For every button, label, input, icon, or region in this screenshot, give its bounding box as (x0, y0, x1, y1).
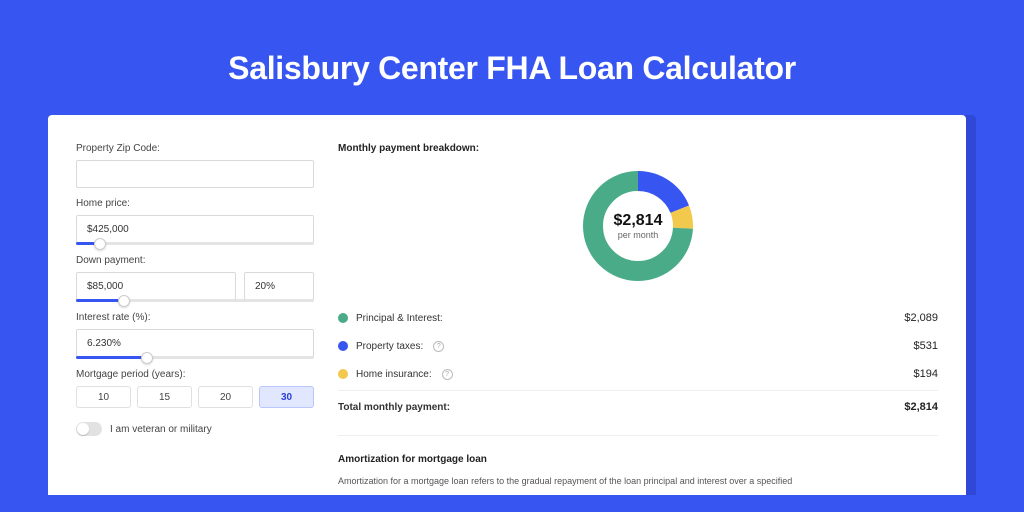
mortgage-period-10[interactable]: 10 (76, 386, 131, 408)
zip-field: Property Zip Code: (76, 143, 314, 188)
down-payment-slider[interactable] (76, 299, 314, 302)
amortization-heading: Amortization for mortgage loan (338, 454, 938, 465)
card-shadow: Property Zip Code: Home price: Down paym… (48, 115, 976, 495)
breakdown-row-insurance: Home insurance:? $194 (338, 360, 938, 388)
down-payment-pct-input[interactable] (244, 272, 314, 300)
donut-chart: $2,814 per month (578, 166, 698, 286)
breakdown-row-principal: Principal & Interest: $2,089 (338, 304, 938, 332)
calculator-card: Property Zip Code: Home price: Down paym… (48, 115, 966, 495)
down-payment-input[interactable] (76, 272, 236, 300)
mortgage-period-label: Mortgage period (years): (76, 369, 314, 380)
principal-swatch-icon (338, 313, 348, 323)
mortgage-period-30[interactable]: 30 (259, 386, 314, 408)
veteran-toggle[interactable] (76, 422, 102, 436)
veteran-toggle-label: I am veteran or military (110, 424, 212, 435)
down-payment-field: Down payment: (76, 255, 314, 302)
breakdown-row-taxes: Property taxes:? $531 (338, 332, 938, 360)
breakdown-heading: Monthly payment breakdown: (338, 143, 938, 154)
interest-rate-label: Interest rate (%): (76, 312, 314, 323)
taxes-value: $531 (914, 340, 938, 352)
donut-amount: $2,814 (614, 212, 663, 230)
insurance-swatch-icon (338, 369, 348, 379)
mortgage-period-20[interactable]: 20 (198, 386, 253, 408)
zip-input[interactable] (76, 160, 314, 188)
total-label: Total monthly payment: (338, 402, 450, 413)
inputs-column: Property Zip Code: Home price: Down paym… (76, 143, 314, 495)
down-payment-slider-thumb[interactable] (118, 295, 130, 307)
interest-rate-field: Interest rate (%): (76, 312, 314, 359)
mortgage-period-field: Mortgage period (years): 10 15 20 30 (76, 369, 314, 408)
home-price-input[interactable] (76, 215, 314, 243)
breakdown-total-row: Total monthly payment: $2,814 (338, 393, 938, 421)
down-payment-label: Down payment: (76, 255, 314, 266)
mortgage-period-15[interactable]: 15 (137, 386, 192, 408)
page-title: Salisbury Center FHA Loan Calculator (48, 50, 976, 87)
taxes-label: Property taxes: (356, 341, 423, 352)
taxes-help-icon[interactable]: ? (433, 341, 444, 352)
interest-rate-slider-thumb[interactable] (141, 352, 153, 364)
veteran-toggle-row: I am veteran or military (76, 422, 314, 436)
interest-rate-input[interactable] (76, 329, 314, 357)
home-price-slider-thumb[interactable] (94, 238, 106, 250)
home-price-label: Home price: (76, 198, 314, 209)
amort-divider (338, 435, 938, 436)
insurance-label: Home insurance: (356, 369, 432, 380)
breakdown-divider (338, 390, 938, 391)
breakdown-column: Monthly payment breakdown: $2,814 per mo… (338, 143, 938, 495)
veteran-toggle-knob (77, 423, 89, 435)
amortization-text: Amortization for a mortgage loan refers … (338, 475, 938, 489)
insurance-help-icon[interactable]: ? (442, 369, 453, 380)
taxes-swatch-icon (338, 341, 348, 351)
zip-label: Property Zip Code: (76, 143, 314, 154)
donut-sub: per month (618, 230, 659, 240)
home-price-slider[interactable] (76, 242, 314, 245)
principal-value: $2,089 (904, 312, 938, 324)
insurance-value: $194 (914, 368, 938, 380)
total-value: $2,814 (904, 401, 938, 413)
interest-rate-slider[interactable] (76, 356, 314, 359)
principal-label: Principal & Interest: (356, 313, 443, 324)
home-price-field: Home price: (76, 198, 314, 245)
